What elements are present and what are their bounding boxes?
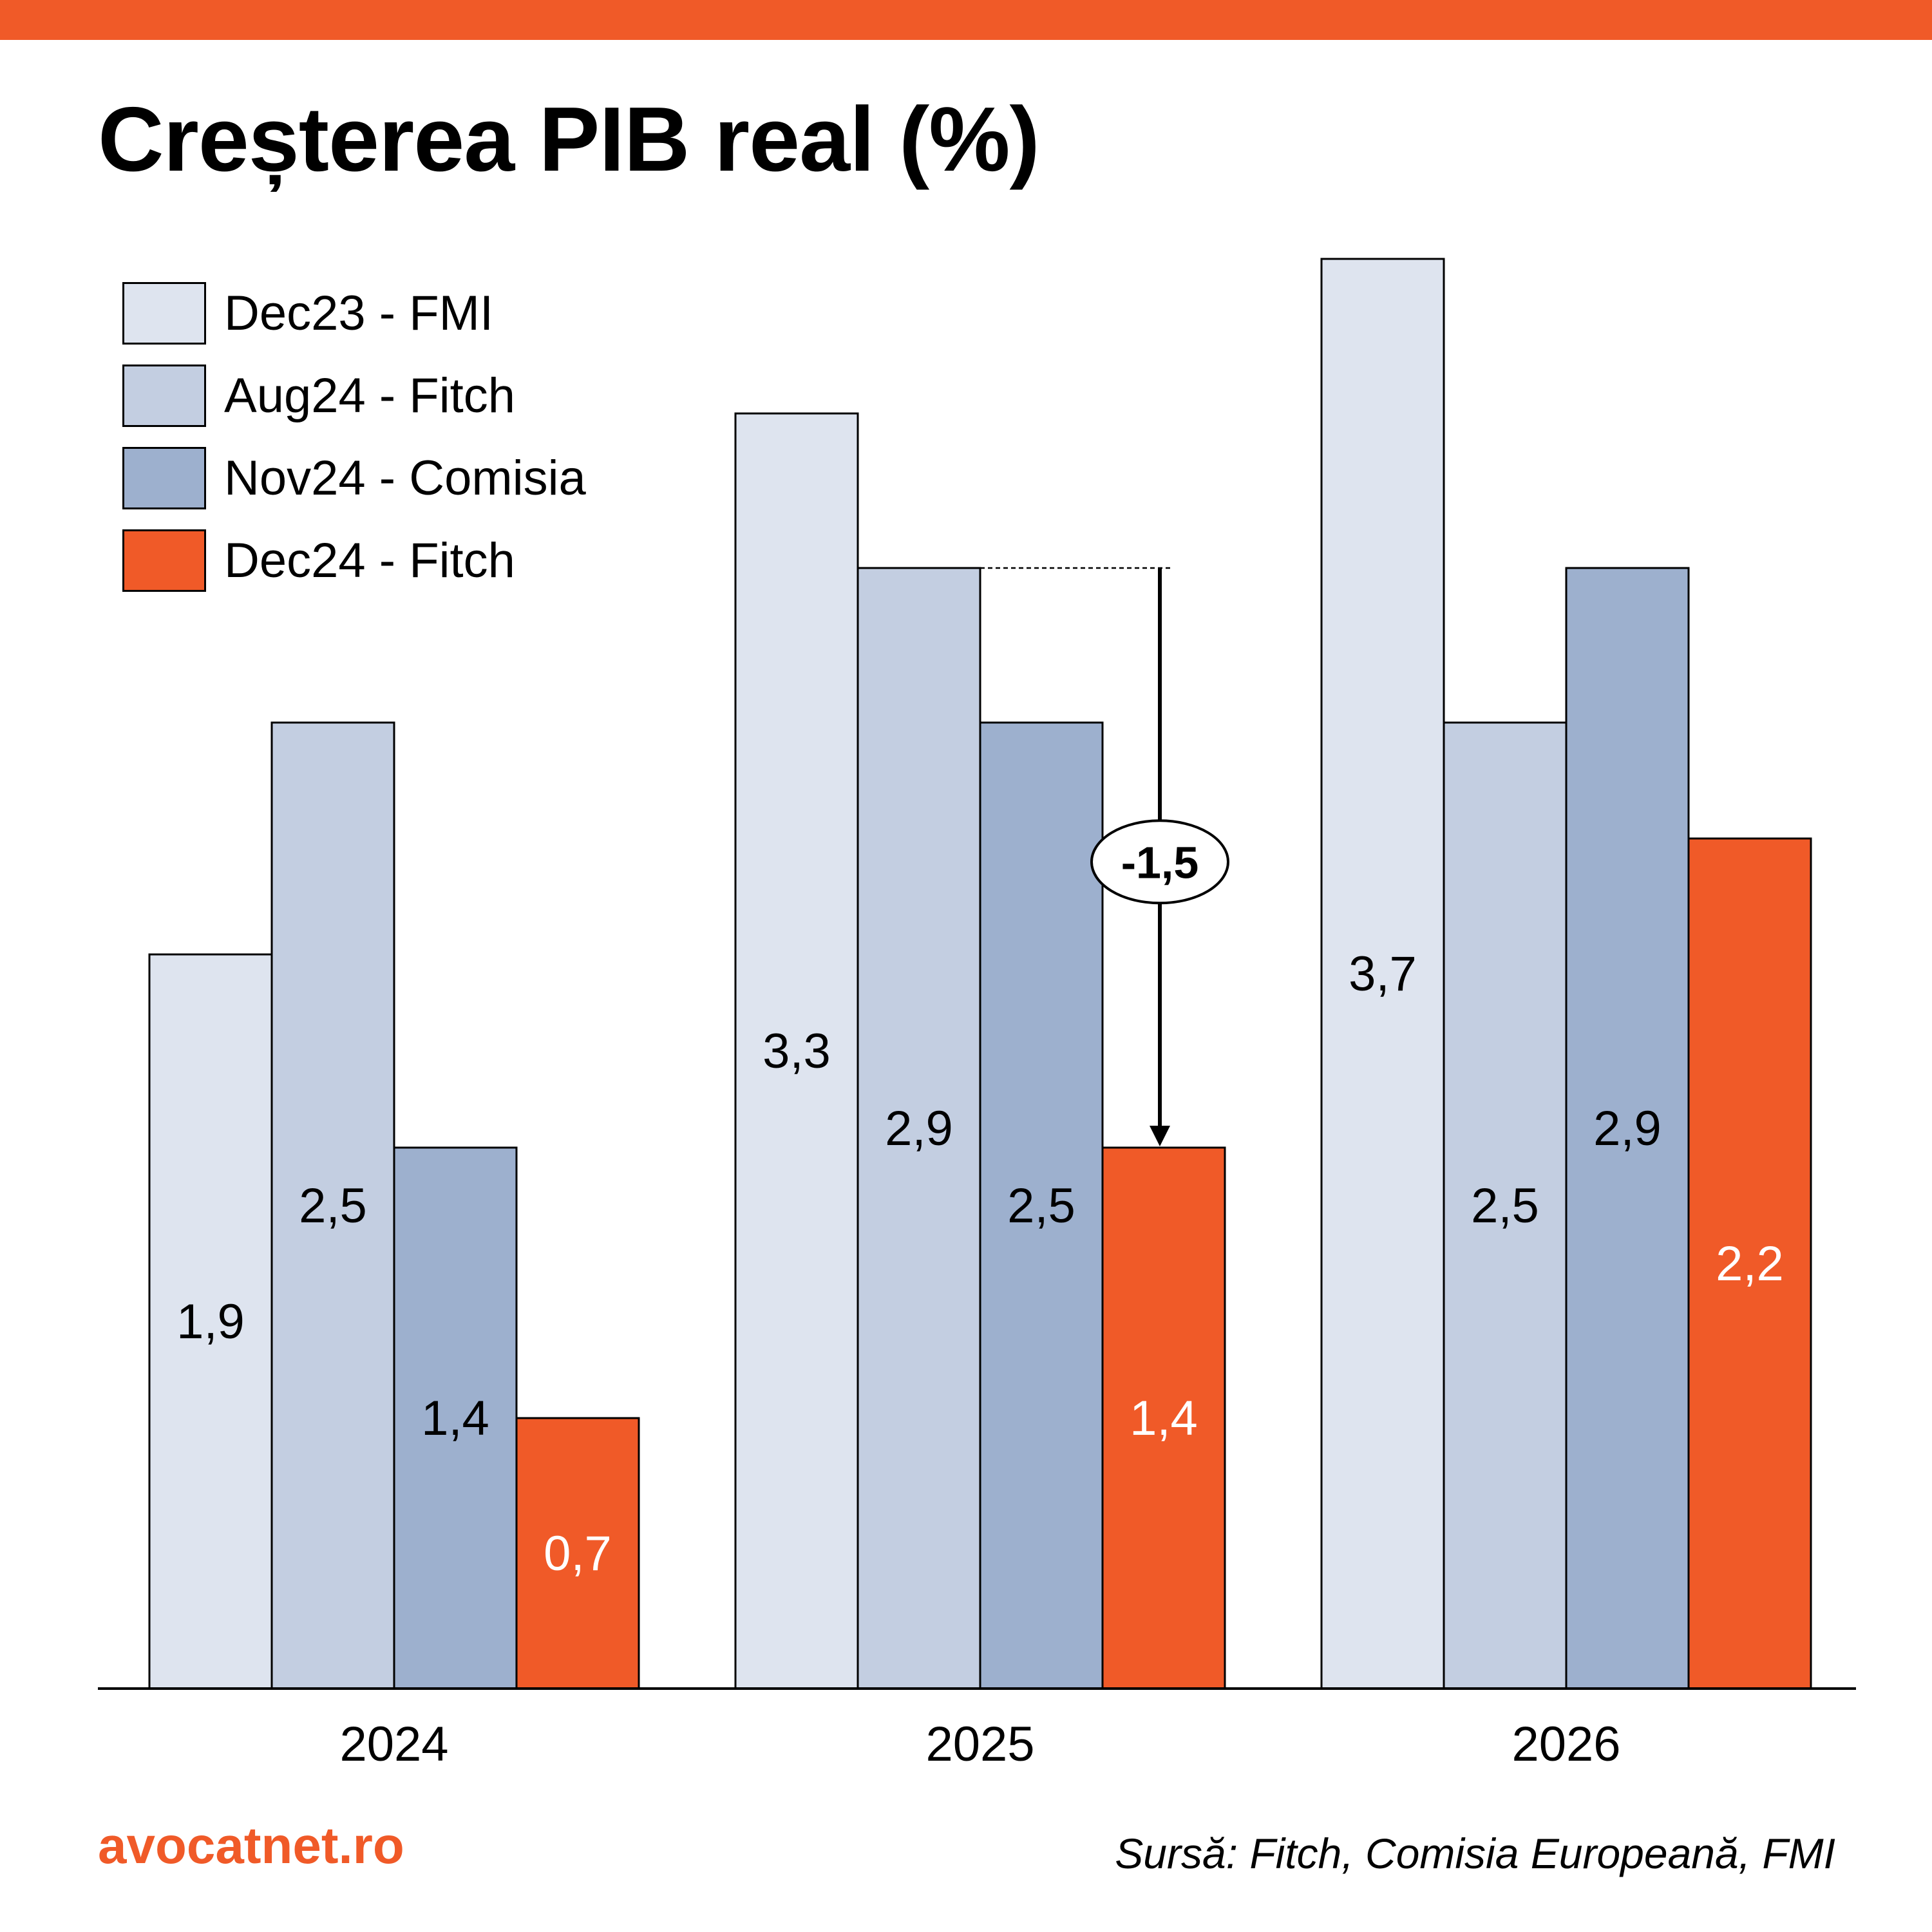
value-label-nov24-comisia-2026: 2,9 — [1593, 1101, 1662, 1156]
x-tick-label-2026: 2026 — [1511, 1717, 1620, 1772]
legend-label: Dec24 - Fitch — [224, 533, 515, 588]
value-label-dec24-fitch-2025: 1,4 — [1130, 1391, 1198, 1446]
bar-nov24-comisia-2024 — [393, 1146, 518, 1690]
legend-swatch — [122, 282, 206, 345]
annotation-label: -1,5 — [1121, 837, 1199, 887]
bar-dec24-fitch-2025 — [1101, 1146, 1226, 1690]
legend-label: Aug24 - Fitch — [224, 368, 515, 423]
value-label-aug24-fitch-2024: 2,5 — [299, 1179, 367, 1233]
annotation-bubble — [1090, 819, 1229, 905]
value-label-aug24-fitch-2025: 2,9 — [885, 1101, 953, 1156]
value-label-dec24-fitch-2026: 2,2 — [1716, 1236, 1784, 1291]
bar-aug24-fitch-2024 — [270, 721, 395, 1690]
value-label-dec24-fitch-2024: 0,7 — [544, 1526, 612, 1581]
legend-swatch — [122, 447, 206, 509]
x-tick-label-2025: 2025 — [925, 1717, 1034, 1772]
bar-nov24-comisia-2026 — [1565, 567, 1690, 1690]
legend-swatch — [122, 529, 206, 592]
legend-label: Dec23 - FMI — [224, 286, 494, 341]
value-label-dec23-fmi-2026: 3,7 — [1349, 947, 1417, 1001]
bar-aug24-fitch-2026 — [1443, 721, 1567, 1690]
x-tick-label-2024: 2024 — [339, 1717, 448, 1772]
value-label-dec23-fmi-2025: 3,3 — [762, 1024, 831, 1079]
bar-dec23-fmi-2026 — [1320, 258, 1445, 1690]
value-label-aug24-fitch-2026: 2,5 — [1471, 1179, 1539, 1233]
top-accent-bar — [0, 0, 1932, 40]
legend-label: Nov24 - Comisia — [224, 451, 586, 506]
annotation-arrowhead — [1150, 1126, 1170, 1146]
bar-aug24-fitch-2025 — [857, 567, 981, 1690]
legend-swatch — [122, 365, 206, 427]
chart-title: Creșterea PIB real (%) — [98, 88, 1040, 191]
bar-dec24-fitch-2026 — [1687, 837, 1812, 1690]
value-label-dec23-fmi-2024: 1,9 — [176, 1294, 245, 1349]
value-label-nov24-comisia-2024: 1,4 — [421, 1391, 489, 1446]
bar-nov24-comisia-2025 — [979, 721, 1104, 1690]
source-note: Sursă: Fitch, Comisia Europeană, FMI — [1115, 1830, 1835, 1877]
brand-logo-text[interactable]: avocatnet.ro — [98, 1817, 404, 1874]
value-label-nov24-comisia-2025: 2,5 — [1007, 1179, 1075, 1233]
bar-dec24-fitch-2024 — [515, 1417, 640, 1690]
